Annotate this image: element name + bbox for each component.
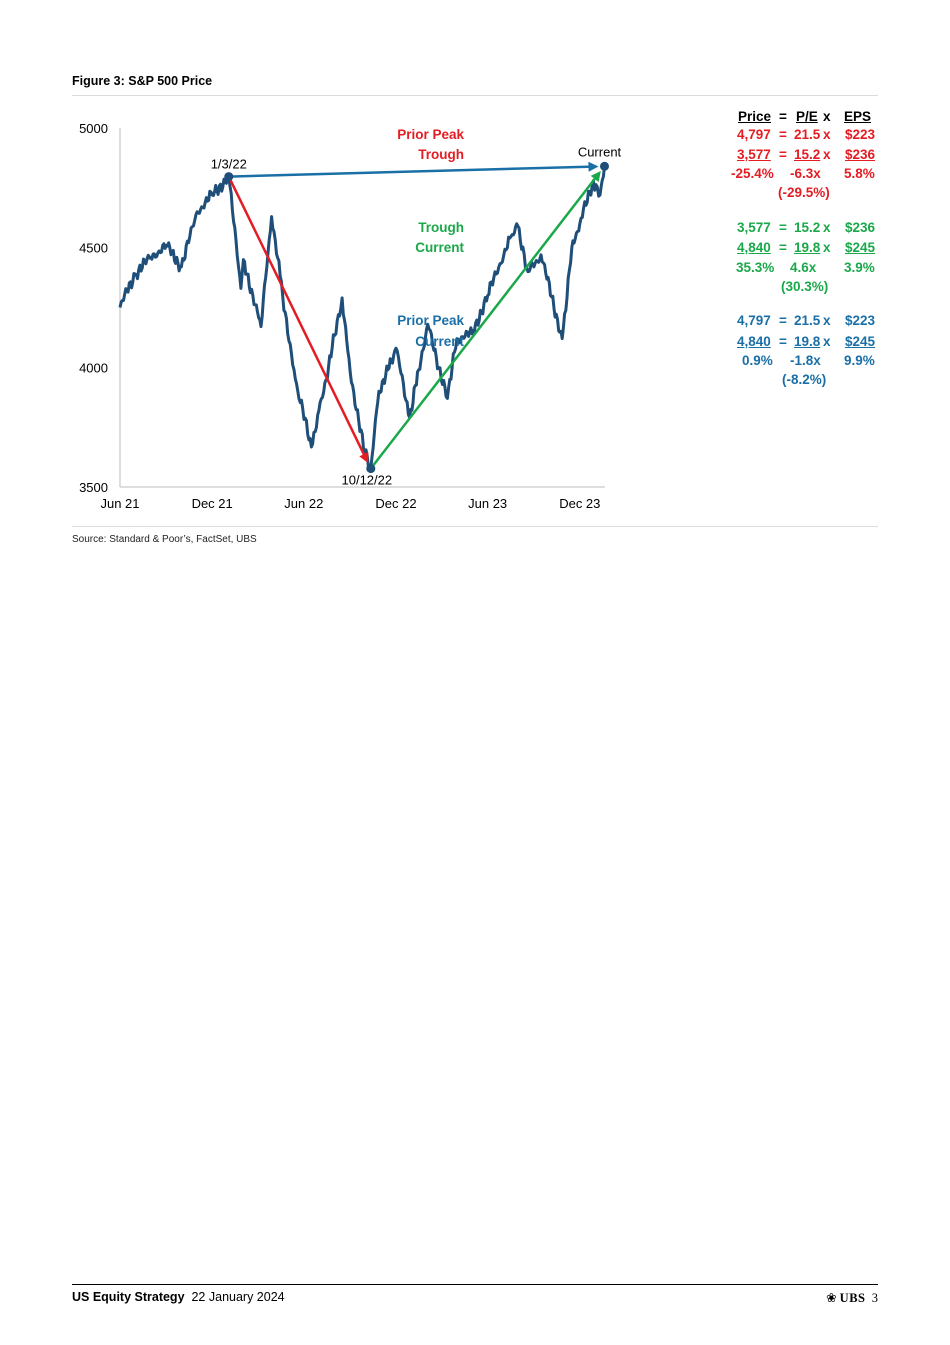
top-divider xyxy=(72,95,878,96)
header-eps: EPS xyxy=(844,109,872,124)
figure-source: Source: Standard & Poor’s, FactSet, UBS xyxy=(72,534,257,545)
publication-name: US Equity Strategy xyxy=(72,1290,185,1304)
header-x: x xyxy=(823,109,831,124)
b2-r3-pe: 4.6x xyxy=(790,260,817,275)
b2-r1-eps: $236 xyxy=(845,220,876,235)
b3-r1-eq: = xyxy=(779,313,787,328)
x-tick-label: Jun 21 xyxy=(100,496,139,511)
b1-r2-pe: 15.2 xyxy=(794,147,821,162)
ubs-logo: UBS xyxy=(839,1291,866,1305)
b2-r3-price: 35.3% xyxy=(736,260,775,275)
y-tick-label: 4500 xyxy=(79,241,108,256)
footer-publication: US Equity Strategy 22 January 2024 xyxy=(72,1290,285,1304)
b1-r2-eq: = xyxy=(779,147,787,162)
b2-r4-pe: (30.3%) xyxy=(781,279,829,294)
b3-r1-x: x xyxy=(823,313,831,328)
b3-r2-x: x xyxy=(823,334,831,349)
b3-r2-price: 4,840 xyxy=(737,334,771,349)
y-tick-label: 3500 xyxy=(79,480,108,495)
x-tick-label: Dec 21 xyxy=(192,496,233,511)
peak-label: 1/3/22 xyxy=(211,157,247,172)
b2-r1-eq: = xyxy=(779,220,787,235)
x-tick-label: Jun 23 xyxy=(468,496,507,511)
b3-r1-eps: $223 xyxy=(845,313,876,328)
b3-r2-pe: 19.8 xyxy=(794,334,821,349)
publication-date: 22 January 2024 xyxy=(191,1290,285,1304)
b1-r1-label: Prior Peak xyxy=(397,127,464,142)
b3-r3-price: 0.9% xyxy=(742,353,773,368)
price-chart: 5000 4500 4000 3500 Jun 21 Dec 21 Jun 22 Dec 2… xyxy=(79,121,622,511)
page-number: 3 xyxy=(871,1291,878,1305)
b2-r2-price: 4,840 xyxy=(737,240,771,255)
header-pe: P/E xyxy=(796,109,818,124)
b3-r3-eps: 9.9% xyxy=(844,353,875,368)
footer-brand: ❀ UBS 3 xyxy=(826,1290,878,1306)
x-tick-label: Dec 23 xyxy=(559,496,600,511)
header-eq: = xyxy=(779,109,787,124)
b1-r4-pe: (-29.5%) xyxy=(778,185,830,200)
figure-title: Figure 3: S&P 500 Price xyxy=(72,74,213,88)
b3-r1-label: Prior Peak xyxy=(397,313,464,328)
b3-r4-pe: (-8.2%) xyxy=(782,372,827,387)
b1-r2-x: x xyxy=(823,147,831,162)
b1-r2-label: Trough xyxy=(418,147,464,162)
b1-r1-eps: $223 xyxy=(845,127,876,142)
y-tick-label: 5000 xyxy=(79,121,108,136)
b1-r3-eps: 5.8% xyxy=(844,166,875,181)
b1-r3-pe: -6.3x xyxy=(790,166,821,181)
trough-marker xyxy=(366,464,376,474)
footer-rule xyxy=(72,1284,878,1285)
trough-label: 10/12/22 xyxy=(342,473,393,488)
b2-r2-pe: 19.8 xyxy=(794,240,821,255)
b3-r1-pe: 21.5 xyxy=(794,313,821,328)
b3-r2-eps: $245 xyxy=(845,334,876,349)
b1-r3-price: -25.4% xyxy=(731,166,774,181)
b3-r1-price: 4,797 xyxy=(737,313,771,328)
x-tick-label: Jun 22 xyxy=(284,496,323,511)
y-tick-label: 4000 xyxy=(79,360,108,375)
rally-arrow xyxy=(369,171,601,470)
b2-r1-pe: 15.2 xyxy=(794,220,821,235)
peak-to-current-arrow xyxy=(228,161,599,178)
b1-r1-eq: = xyxy=(779,127,787,142)
sp500-price-line xyxy=(118,166,606,471)
b1-r2-eps: $236 xyxy=(845,147,876,162)
b1-r1-pe: 21.5 xyxy=(794,127,821,142)
b2-r3-eps: 3.9% xyxy=(844,260,875,275)
b2-r1-x: x xyxy=(823,220,831,235)
current-label: Current xyxy=(578,144,622,159)
peak-marker xyxy=(224,172,234,182)
b1-r1-price: 4,797 xyxy=(737,127,771,142)
b1-r1-x: x xyxy=(823,127,831,142)
b2-r2-label: Current xyxy=(415,240,464,255)
b3-r2-label: Current xyxy=(415,334,464,349)
b2-r2-eq: = xyxy=(779,240,787,255)
header-price: Price xyxy=(738,109,772,124)
current-marker xyxy=(599,161,609,171)
bottom-divider xyxy=(72,526,878,527)
b2-r2-eps: $245 xyxy=(845,240,876,255)
b1-r2-price: 3,577 xyxy=(737,147,771,162)
ubs-keys-icon: ❀ xyxy=(826,1291,837,1305)
decline-arrow xyxy=(227,176,369,464)
b2-r1-label: Trough xyxy=(418,220,464,235)
b3-r2-eq: = xyxy=(779,334,787,349)
b2-r2-x: x xyxy=(823,240,831,255)
x-tick-label: Dec 22 xyxy=(375,496,416,511)
b3-r3-pe: -1.8x xyxy=(790,353,821,368)
b2-r1-price: 3,577 xyxy=(737,220,771,235)
